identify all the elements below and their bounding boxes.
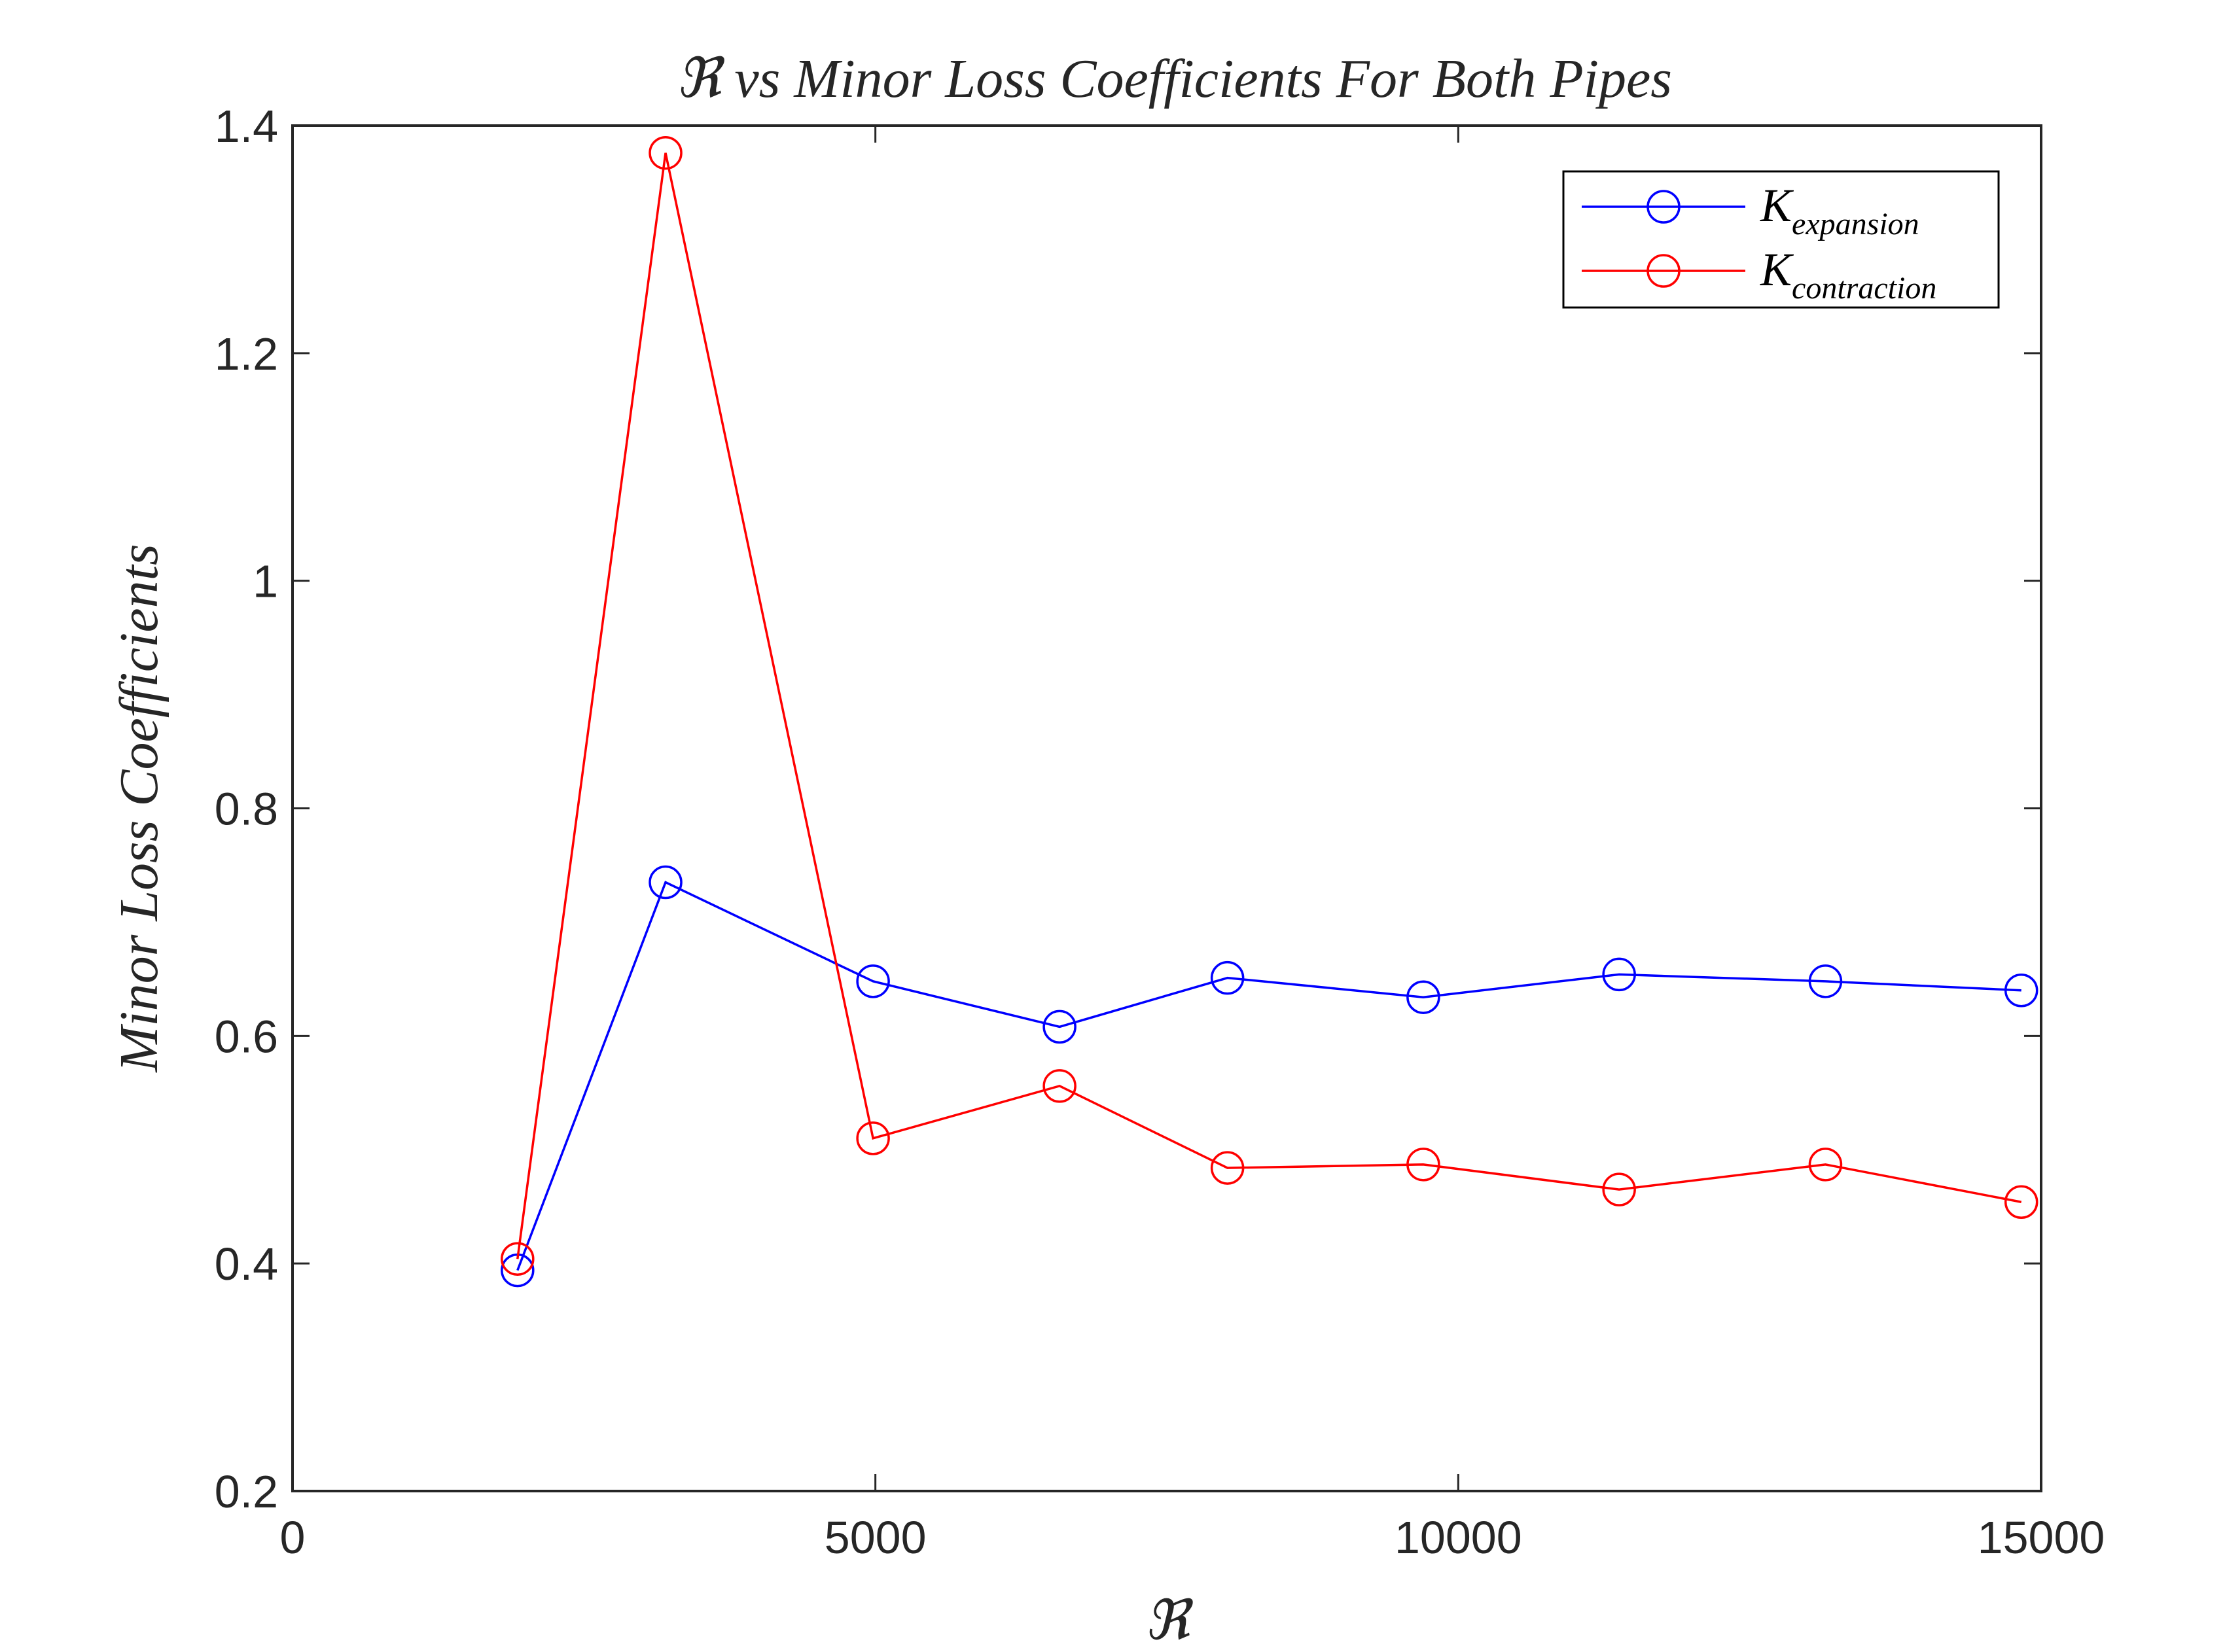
legend-entry-expansion: Kexpansion — [1582, 179, 1919, 241]
legend-box — [1562, 170, 2000, 309]
series-contraction — [501, 135, 2038, 1276]
data-point-expansion — [1602, 957, 1636, 992]
series-expansion — [501, 865, 2038, 1288]
x-tick-label: 10000 — [1395, 1512, 1522, 1563]
plot-area — [291, 124, 2042, 1492]
data-point-contraction — [2004, 1185, 2038, 1220]
y-tick-label: 0.4 — [215, 1239, 278, 1290]
y-tick-label: 1.2 — [215, 328, 278, 379]
data-point-contraction — [856, 1121, 890, 1155]
legend-marker — [1646, 190, 1681, 224]
data-point-contraction — [1602, 1172, 1636, 1206]
series-line-expansion — [516, 881, 2021, 1271]
data-point-contraction — [501, 1242, 535, 1276]
data-point-contraction — [1210, 1151, 1245, 1185]
legend-entry-contraction: Kcontraction — [1582, 243, 1936, 306]
x-tick-label: 15000 — [1978, 1512, 2105, 1563]
legend-label: Kcontraction — [1760, 243, 1936, 306]
y-axis-label: Minor Loss Coefficients — [109, 544, 169, 1072]
data-point-expansion — [856, 964, 890, 998]
data-point-expansion — [1210, 960, 1245, 995]
data-point-expansion — [1406, 980, 1440, 1014]
y-tick-label: 1.4 — [215, 101, 278, 152]
data-point-expansion — [1042, 1010, 1077, 1044]
chart-title: ℜ vs Minor Loss Coefficients For Both Pi… — [676, 48, 1672, 109]
data-point-expansion — [1808, 964, 1843, 998]
data-point-contraction — [1042, 1069, 1077, 1103]
data-point-expansion — [2004, 974, 2038, 1008]
x-axis-label: ℜ — [1145, 1590, 1194, 1651]
y-tick-label: 1 — [253, 556, 278, 607]
x-tick-label: 5000 — [825, 1512, 927, 1563]
series-line-contraction — [516, 152, 2022, 1259]
data-point-contraction — [1808, 1148, 1843, 1182]
series-group — [501, 135, 2038, 1288]
y-tick-label: 0.8 — [215, 784, 278, 835]
legend-label: Kexpansion — [1760, 179, 1919, 241]
axis-ticks: 0 5000 10000 15000 0.2 0.4 0.6 0.8 1 1.2 1.4 — [215, 101, 2105, 1563]
data-point-expansion — [649, 865, 683, 900]
y-tick-label: 0.2 — [215, 1466, 278, 1517]
x-tick-label: 0 — [280, 1512, 306, 1563]
data-point-contraction — [649, 135, 683, 170]
y-tick-label: 0.6 — [215, 1011, 278, 1062]
data-point-contraction — [1406, 1148, 1440, 1182]
legend-marker — [1646, 254, 1681, 288]
